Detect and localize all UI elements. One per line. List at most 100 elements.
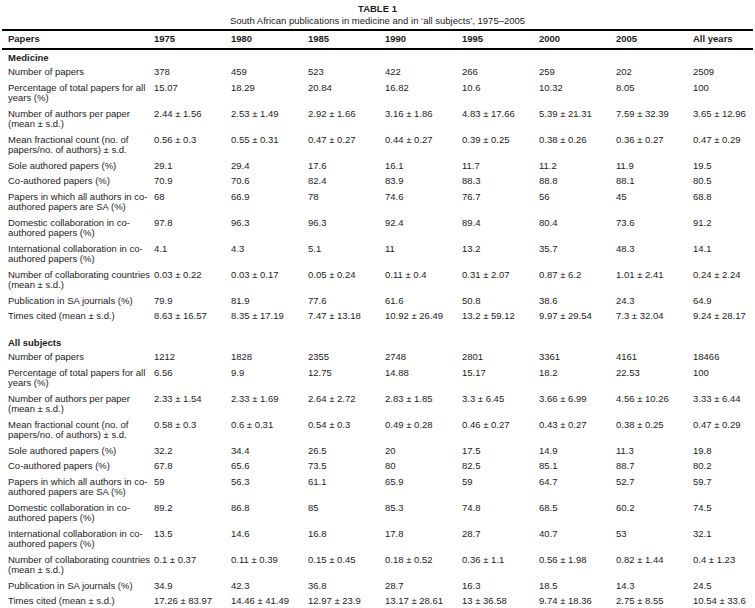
cell-value: 11.3 [616,444,693,460]
cell-value: 0.56 ± 0.3 [154,133,231,159]
cell-value: 100 [693,81,753,107]
section-header-row: All subjects [2,325,753,351]
cell-value: 12.97 ± 23.9 [308,594,385,608]
table-row: International collaboration in co-author… [2,527,753,553]
table-row: Number of papers121218282355274828013361… [2,350,753,366]
cell-value: 4.56 ± 10.26 [616,392,693,418]
cell-value: 96.3 [308,216,385,242]
cell-value: 40.7 [539,527,616,553]
cell-value: 56.3 [231,475,308,501]
cell-value: 0.82 ± 1.44 [616,553,693,579]
cell-value: 16.1 [385,159,462,175]
cell-value: 5.39 ± 21.31 [539,107,616,133]
cell-value: 74.8 [462,501,539,527]
cell-value: 14.9 [539,444,616,460]
cell-value: 64.9 [693,294,753,310]
cell-value: 9.74 ± 18.36 [539,594,616,608]
cell-value: 70.6 [231,174,308,190]
cell-value: 88.1 [616,174,693,190]
cell-value: 19.8 [693,444,753,460]
cell-value: 14.3 [616,579,693,595]
cell-value: 28.7 [462,527,539,553]
cell-value: 4.3 [231,242,308,268]
cell-value: 34.4 [231,444,308,460]
table-row: Domestic collaboration in co-authored pa… [2,501,753,527]
cell-value: 80.2 [693,459,753,475]
cell-value: 0.03 ± 0.17 [231,268,308,294]
cell-value: 5.1 [308,242,385,268]
cell-value: 73.6 [616,216,693,242]
cell-value: 86.8 [231,501,308,527]
cell-value: 65.6 [231,459,308,475]
cell-value: 18.29 [231,81,308,107]
cell-value: 19.5 [693,159,753,175]
cell-value: 52.7 [616,475,693,501]
section-header-row: Medicine [2,49,753,66]
cell-value: 13.5 [154,527,231,553]
cell-value: 79.9 [154,294,231,310]
cell-value: 202 [616,65,693,81]
cell-value: 0.18 ± 0.52 [385,553,462,579]
cell-value: 66.9 [231,190,308,216]
table-row: Co-authored papers (%)67.865.673.58082.5… [2,459,753,475]
cell-value: 2.64 ± 2.72 [308,392,385,418]
cell-value: 0.54 ± 0.3 [308,418,385,444]
table-row: Papers in which all authors in co-author… [2,475,753,501]
cell-value: 80.5 [693,174,753,190]
cell-value: 4.83 ± 17.66 [462,107,539,133]
cell-value: 0.1 ± 0.37 [154,553,231,579]
column-header-1980: 1980 [231,30,308,49]
cell-value: 14.6 [231,527,308,553]
row-label: Sole authored papers (%) [2,159,154,175]
row-label: Sole authored papers (%) [2,444,154,460]
section-header: All subjects [2,325,753,351]
row-label: Mean fractional count (no. of papers/no.… [2,418,154,444]
cell-value: 3.66 ± 6.99 [539,392,616,418]
cell-value: 68.8 [693,190,753,216]
cell-value: 68 [154,190,231,216]
cell-value: 0.49 ± 0.28 [385,418,462,444]
cell-value: 2355 [308,350,385,366]
row-label: Number of papers [2,350,154,366]
cell-value: 76.7 [462,190,539,216]
cell-value: 0.6 ± 0.31 [231,418,308,444]
cell-value: 378 [154,65,231,81]
cell-value: 17.26 ± 83.97 [154,594,231,608]
cell-value: 45 [616,190,693,216]
cell-value: 82.5 [462,459,539,475]
cell-value: 82.4 [308,174,385,190]
row-label: Mean fractional count (no. of papers/no.… [2,133,154,159]
cell-value: 1.01 ± 2.41 [616,268,693,294]
cell-value: 0.05 ± 0.24 [308,268,385,294]
cell-value: 11 [385,242,462,268]
cell-value: 2.75 ± 8.55 [616,594,693,608]
cell-value: 8.35 ± 17.19 [231,309,308,325]
cell-value: 0.47 ± 0.27 [308,133,385,159]
cell-value: 2.44 ± 1.56 [154,107,231,133]
cell-value: 0.38 ± 0.25 [616,418,693,444]
cell-value: 59.7 [693,475,753,501]
cell-value: 26.5 [308,444,385,460]
cell-value: 0.87 ± 6.2 [539,268,616,294]
cell-value: 77.6 [308,294,385,310]
column-header-1990: 1990 [385,30,462,49]
row-label: Papers in which all authors in co-author… [2,475,154,501]
cell-value: 88.8 [539,174,616,190]
row-label: Number of collaborating countries (mean … [2,268,154,294]
cell-value: 0.24 ± 2.24 [693,268,753,294]
cell-value: 92.4 [385,216,462,242]
cell-value: 28.7 [385,579,462,595]
cell-value: 14.1 [693,242,753,268]
cell-value: 2.83 ± 1.85 [385,392,462,418]
cell-value: 0.36 ± 1.1 [462,553,539,579]
table-row: Times cited (mean ± s.d.)8.63 ± 16.578.3… [2,309,753,325]
cell-value: 53 [616,527,693,553]
cell-value: 9.24 ± 28.17 [693,309,753,325]
cell-value: 0.36 ± 0.27 [616,133,693,159]
cell-value: 0.47 ± 0.29 [693,133,753,159]
cell-value: 20 [385,444,462,460]
cell-value: 97.8 [154,216,231,242]
cell-value: 60.2 [616,501,693,527]
cell-value: 2.92 ± 1.66 [308,107,385,133]
row-label: Domestic collaboration in co-authored pa… [2,216,154,242]
